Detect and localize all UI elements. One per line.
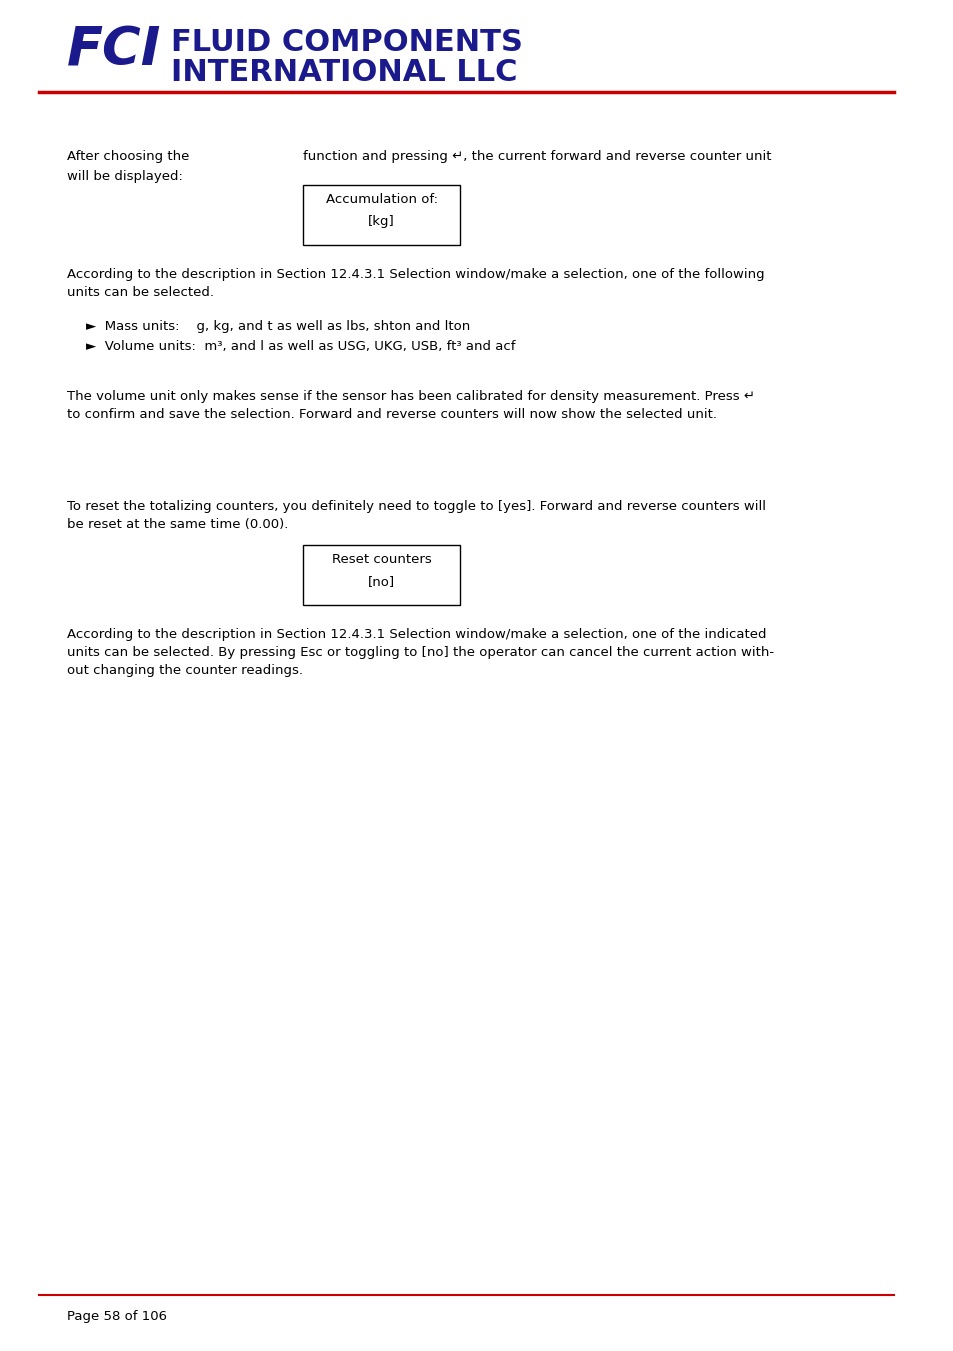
FancyBboxPatch shape xyxy=(303,544,459,605)
Text: ►  Volume units:  m³, and l as well as USG, UKG, USB, ft³ and acf: ► Volume units: m³, and l as well as USG… xyxy=(86,340,515,353)
Text: function and pressing ↵, the current forward and reverse counter unit: function and pressing ↵, the current for… xyxy=(303,150,771,163)
Text: [no]: [no] xyxy=(368,576,395,588)
Text: to confirm and save the selection. Forward and reverse counters will now show th: to confirm and save the selection. Forwa… xyxy=(67,408,716,422)
Text: units can be selected. By pressing Esc or toggling to [no] the operator can canc: units can be selected. By pressing Esc o… xyxy=(67,646,773,659)
Text: [kg]: [kg] xyxy=(368,215,395,228)
Text: out changing the counter readings.: out changing the counter readings. xyxy=(67,663,302,677)
Text: According to the description in Section 12.4.3.1 Selection window/make a selecti: According to the description in Section … xyxy=(67,628,765,640)
Text: ►  Mass units:    g, kg, and t as well as lbs, shton and lton: ► Mass units: g, kg, and t as well as lb… xyxy=(86,320,470,332)
Text: To reset the totalizing counters, you definitely need to toggle to [yes]. Forwar: To reset the totalizing counters, you de… xyxy=(67,500,764,513)
Text: be reset at the same time (0.00).: be reset at the same time (0.00). xyxy=(67,517,288,531)
Text: Accumulation of:: Accumulation of: xyxy=(325,193,437,205)
Text: Page 58 of 106: Page 58 of 106 xyxy=(67,1310,167,1323)
Text: According to the description in Section 12.4.3.1 Selection window/make a selecti: According to the description in Section … xyxy=(67,267,763,281)
Text: FCI: FCI xyxy=(67,26,161,77)
Text: INTERNATIONAL LLC: INTERNATIONAL LLC xyxy=(172,58,517,86)
Text: Reset counters: Reset counters xyxy=(332,553,431,566)
Text: After choosing the: After choosing the xyxy=(67,150,189,163)
Text: units can be selected.: units can be selected. xyxy=(67,286,213,299)
Text: The volume unit only makes sense if the sensor has been calibrated for density m: The volume unit only makes sense if the … xyxy=(67,390,754,403)
Text: will be displayed:: will be displayed: xyxy=(67,170,182,182)
Text: FLUID COMPONENTS: FLUID COMPONENTS xyxy=(172,28,522,57)
FancyBboxPatch shape xyxy=(303,185,459,245)
